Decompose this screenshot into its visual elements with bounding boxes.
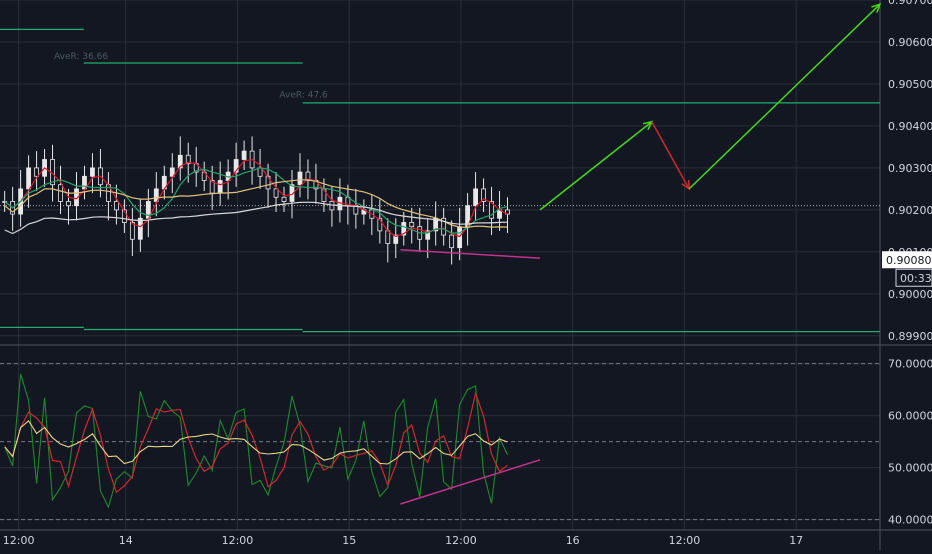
candle-body [473, 188, 478, 207]
x-tick-label: 12:00 [3, 534, 35, 547]
candle-body [217, 180, 223, 194]
osc-tick-label: 50.0000 [888, 462, 932, 475]
candle-body [241, 150, 247, 160]
candle-body [377, 217, 383, 232]
ma-green-line [4, 167, 508, 234]
x-tick-label: 14 [119, 534, 133, 547]
candle-body [34, 167, 39, 177]
candle-body [297, 171, 303, 186]
candle-body [257, 167, 263, 177]
candle-body [169, 167, 175, 177]
projection-arrow [651, 121, 690, 190]
x-tick-label: 16 [566, 534, 580, 547]
candle-body [26, 167, 32, 190]
price-tick-label: 0.90400 [888, 120, 932, 133]
price-tick-label: 0.90700 [888, 0, 932, 7]
price-tick-label: 0.90200 [888, 204, 932, 217]
x-tick-label: 12:00 [222, 534, 254, 547]
price-trendline [400, 249, 541, 259]
x-tick-label: 12:00 [669, 534, 701, 547]
current-price-label: 0.90080 [886, 254, 932, 267]
x-tick-label: 15 [342, 534, 356, 547]
price-tick-label: 0.90300 [888, 162, 932, 175]
candle-body [233, 159, 239, 173]
candle-body [185, 154, 191, 165]
countdown-label: 00:33 [900, 272, 932, 285]
candle-body [281, 196, 287, 202]
osc-green-line [4, 373, 508, 509]
candle-body [90, 167, 95, 177]
candle-body [137, 217, 143, 240]
candle-body [401, 222, 407, 236]
candle-body [481, 188, 486, 202]
candle-body [409, 222, 415, 228]
osc-tick-label: 70.0000 [888, 358, 932, 371]
candle-body [393, 234, 399, 244]
osc-red-line [4, 391, 508, 494]
candle-body [121, 209, 127, 223]
arrow-head [871, 2, 882, 13]
x-tick-label: 17 [789, 534, 803, 547]
candle-body [82, 175, 87, 190]
avg-label: AveR: 36.66 [54, 52, 108, 62]
candle-body [129, 222, 135, 240]
osc-tick-label: 60.0000 [888, 410, 932, 423]
candle-body [66, 201, 71, 207]
price-tick-label: 0.90500 [888, 78, 932, 91]
osc-gold-line [4, 419, 508, 465]
candle-body [449, 234, 455, 249]
countdown-box [895, 268, 932, 287]
candle-body [265, 175, 271, 190]
osc-tick-label: 40.0000 [888, 514, 932, 527]
candle-body [441, 217, 447, 236]
candle-body [177, 154, 183, 169]
price-tick-label: 0.90000 [888, 288, 932, 301]
x-tick-label: 12:00 [445, 534, 477, 547]
osc-trendline [400, 459, 541, 505]
ma-white-line [4, 201, 508, 235]
price-tick-label: 0.89900 [888, 330, 932, 343]
avg-label: AveR: 47.6 [279, 90, 328, 100]
candle-body [489, 201, 494, 219]
candle-body [457, 226, 463, 249]
candle-body [385, 230, 391, 244]
ma-red-line [4, 158, 508, 238]
price-tick-label: 0.90600 [888, 36, 932, 49]
candle-body [321, 188, 327, 202]
projection-arrow [539, 121, 653, 211]
candle-body [153, 188, 159, 202]
current-price-box [882, 251, 932, 269]
candle-body [58, 184, 63, 202]
candle-body [114, 201, 119, 211]
projection-arrow [688, 3, 881, 190]
candle-body [425, 230, 431, 240]
candle-body [273, 188, 279, 198]
ma-gold-line [4, 179, 508, 229]
